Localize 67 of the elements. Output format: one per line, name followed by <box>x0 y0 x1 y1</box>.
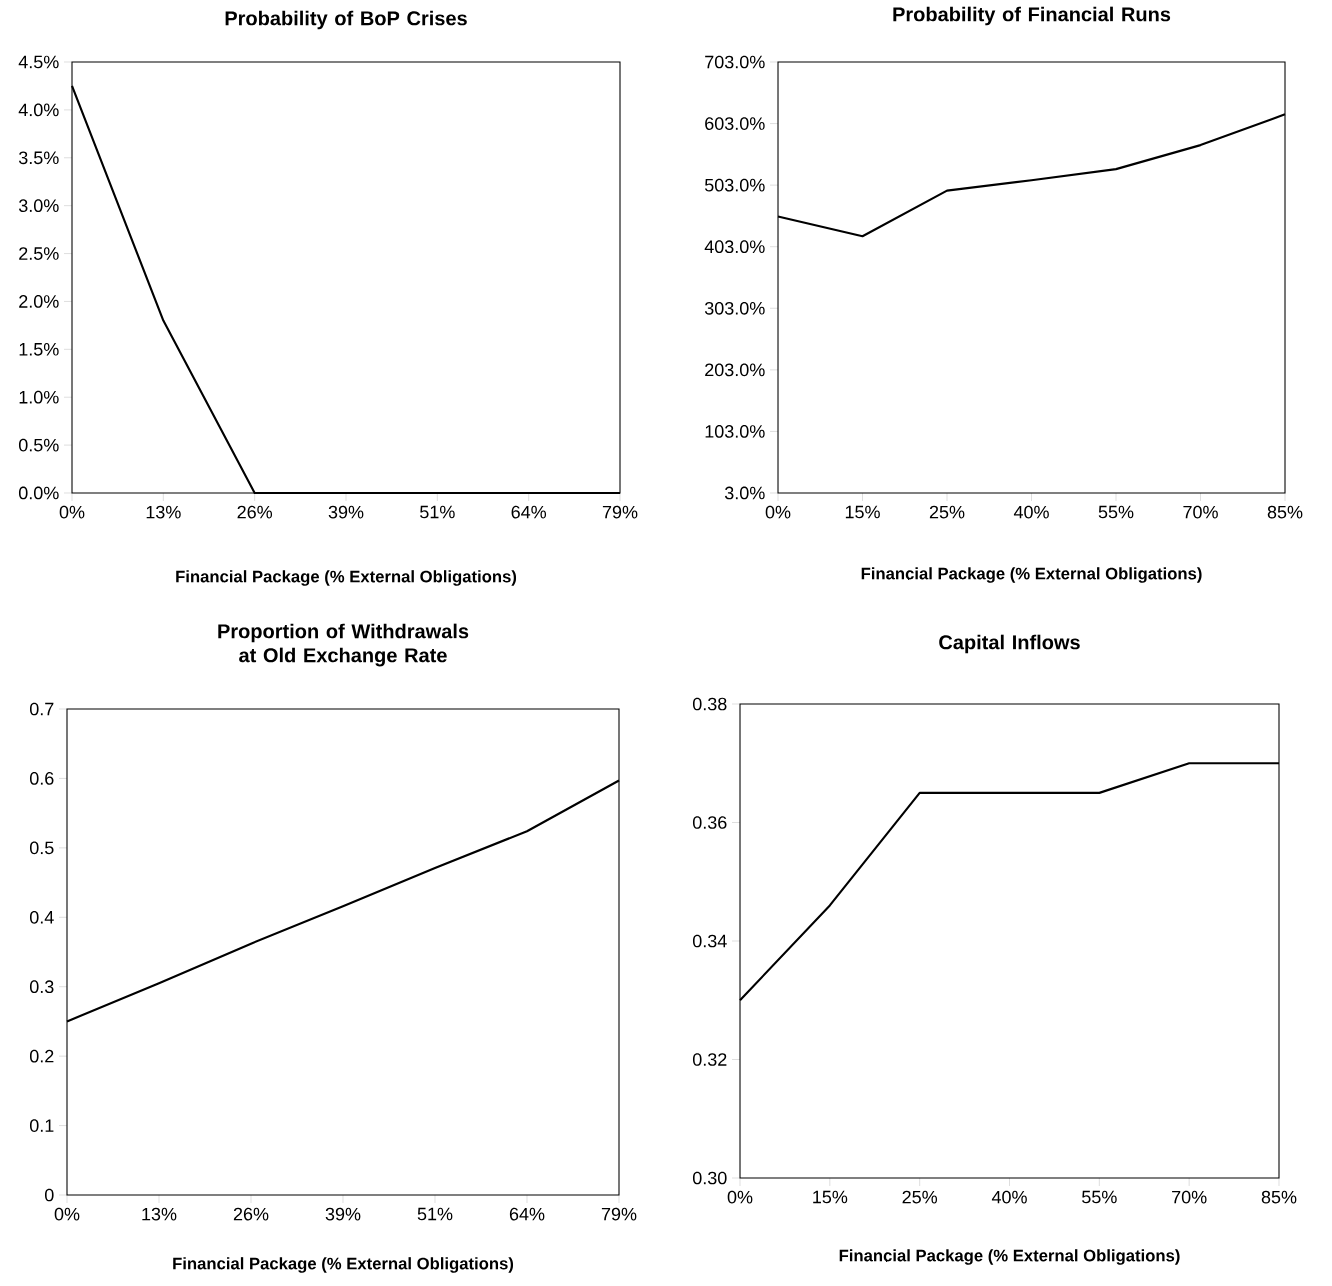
chart-title: Probability of BoP Crises <box>225 10 467 30</box>
y-tick-label: 0.34 <box>692 934 727 948</box>
x-tick-label: 55% <box>1082 1190 1117 1204</box>
x-tick-label: 51% <box>420 505 455 519</box>
y-tick-label: 0.32 <box>692 1053 727 1066</box>
y-tick-label: 203.0% <box>705 363 765 377</box>
x-tick-label: 26% <box>233 1207 269 1221</box>
y-tick-label: 4.5% <box>18 55 59 69</box>
y-tick-label: 3.0% <box>18 199 59 213</box>
x-tick-label: 25% <box>929 505 965 519</box>
y-tick-label: 3.5% <box>18 151 59 165</box>
x-tick-label: 64% <box>509 1207 545 1221</box>
x-tick-label: 15% <box>845 505 880 519</box>
x-tick-label: 70% <box>1183 505 1218 519</box>
y-tick-label: 0.0% <box>18 486 59 500</box>
x-tick-label: 13% <box>146 505 181 519</box>
x-axis-title: Financial Package (% External Obligations) <box>839 1249 1180 1265</box>
y-tick-label: 3.0% <box>724 486 765 500</box>
y-tick-label: 0.7 <box>29 702 54 716</box>
y-tick-label: 0.36 <box>692 816 727 829</box>
y-tick-label: 0.1 <box>29 1119 54 1132</box>
y-tick-label: 0.5% <box>18 438 59 452</box>
x-axis-title: Financial Package (% External Obligations) <box>861 567 1202 583</box>
x-tick-label: 0% <box>54 1207 80 1221</box>
x-tick-label: 15% <box>813 1190 848 1204</box>
x-axis-title: Financial Package (% External Obligations) <box>173 1257 514 1273</box>
x-tick-label: 25% <box>902 1190 938 1204</box>
x-tick-label: 0% <box>59 505 85 519</box>
y-tick-label: 0.3 <box>29 980 54 994</box>
x-tick-label: 39% <box>325 1207 361 1221</box>
x-tick-label: 64% <box>511 505 547 519</box>
x-tick-label: 0% <box>727 1190 753 1204</box>
chart-title: Proportion of Withdrawals at Old Exchange Rate <box>218 623 469 667</box>
chart-title: Probability of Financial Runs <box>893 6 1171 26</box>
y-tick-label: 4.0% <box>18 103 59 117</box>
x-tick-label: 39% <box>328 505 364 519</box>
y-tick-label: 0.38 <box>692 697 727 711</box>
y-tick-label: 0.30 <box>692 1171 727 1185</box>
x-tick-label: 51% <box>417 1207 453 1221</box>
y-tick-label: 0.2 <box>29 1049 54 1063</box>
x-tick-label: 40% <box>1013 505 1049 519</box>
x-tick-label: 85% <box>1267 505 1303 519</box>
y-tick-label: 103.0% <box>705 425 765 438</box>
chart-title: Capital Inflows <box>939 634 1080 654</box>
x-tick-label: 70% <box>1172 1190 1207 1204</box>
y-tick-label: 703.0% <box>705 55 765 69</box>
y-tick-label: 503.0% <box>704 178 765 192</box>
y-tick-label: 0.6 <box>29 772 54 785</box>
x-tick-label: 0% <box>765 505 791 519</box>
x-axis-title: Financial Package (% External Obligations) <box>176 570 517 586</box>
y-tick-label: 2.0% <box>19 295 59 308</box>
y-tick-label: 303.0% <box>704 301 765 315</box>
x-tick-label: 26% <box>237 505 273 519</box>
x-tick-label: 85% <box>1261 1190 1297 1204</box>
x-tick-label: 40% <box>991 1190 1027 1204</box>
x-tick-label: 55% <box>1098 505 1134 519</box>
y-tick-label: 603.0% <box>705 117 765 130</box>
y-tick-label: 0 <box>44 1188 54 1202</box>
x-tick-label: 79% <box>601 1207 637 1221</box>
y-tick-label: 1.0% <box>19 390 59 404</box>
x-tick-label: 79% <box>602 505 638 519</box>
y-tick-label: 0.5 <box>29 841 54 855</box>
x-tick-label: 13% <box>142 1207 177 1221</box>
y-tick-label: 0.4 <box>29 910 54 924</box>
y-tick-label: 403.0% <box>704 240 765 254</box>
y-tick-label: 2.5% <box>19 247 59 260</box>
y-tick-label: 1.5% <box>19 343 59 356</box>
